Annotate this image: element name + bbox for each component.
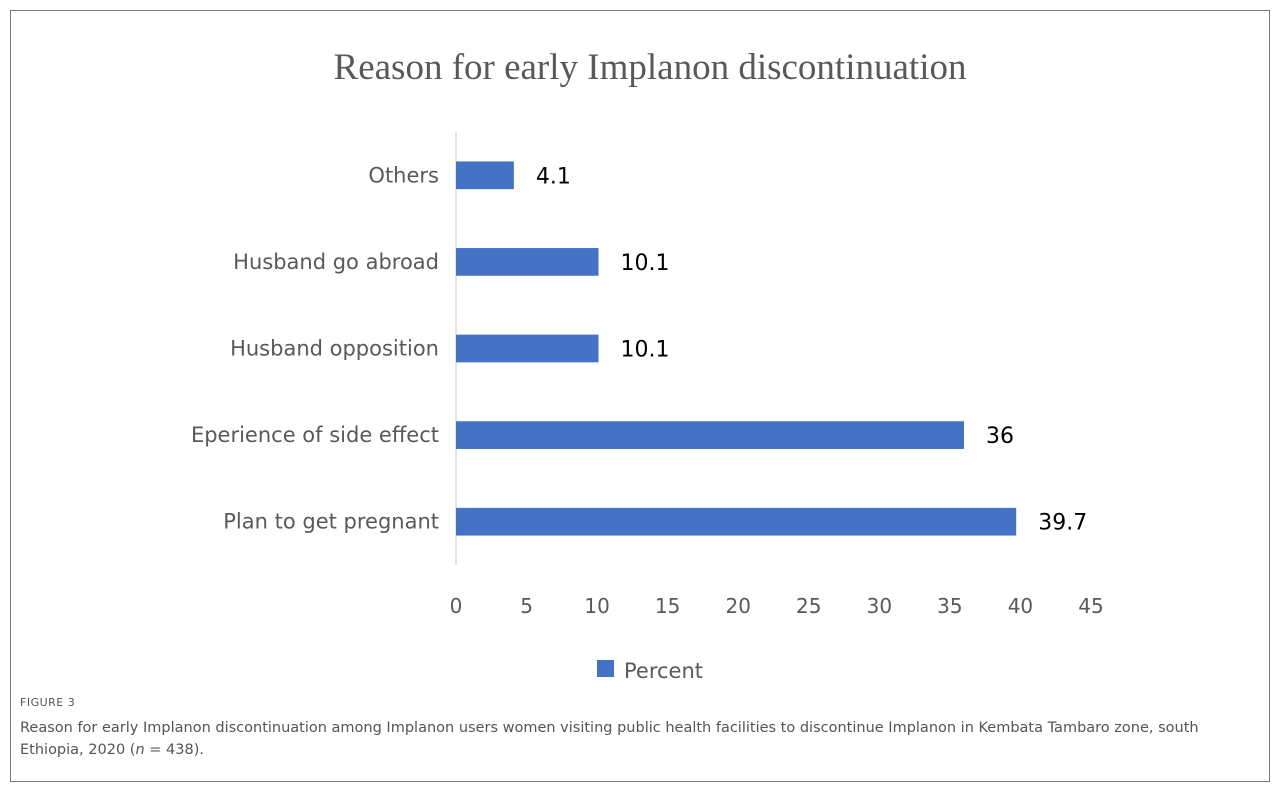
legend-label-percent: Percent <box>624 659 703 683</box>
bar-eperience-of-side-effect <box>456 421 964 449</box>
caption-main: Reason for early Implanon discontinuatio… <box>20 720 1199 758</box>
x-tick-40: 40 <box>1008 594 1033 618</box>
data-label-husband-opposition: 10.1 <box>621 338 670 363</box>
category-labels: Others Husband go abroad Husband oppositio… <box>191 163 439 533</box>
bars-layer <box>456 161 1017 536</box>
figure-frame <box>10 10 1270 782</box>
figure-label: FIGURE 3 <box>20 696 76 709</box>
x-tick-45: 45 <box>1078 594 1103 618</box>
x-axis-ticks: 0 5 10 15 20 25 30 35 40 45 <box>450 594 1104 618</box>
x-tick-35: 35 <box>937 594 962 618</box>
data-label-others: 4.1 <box>536 164 571 189</box>
x-tick-20: 20 <box>725 594 750 618</box>
bar-chart: Reason for early Implanon discontinuatio… <box>191 47 1104 683</box>
category-label-eperience-of-side-effect: Eperience of side effect <box>191 423 439 447</box>
bar-husband-opposition <box>456 334 599 363</box>
x-tick-15: 15 <box>655 594 680 618</box>
caption-end: = 438). <box>144 742 204 758</box>
figure-caption: FIGURE 3 Reason for early Implanon disco… <box>20 696 1240 761</box>
category-label-husband-opposition: Husband opposition <box>230 337 439 361</box>
data-label-plan-to-get-pregnant: 39.7 <box>1038 511 1087 536</box>
data-label-husband-go-abroad: 10.1 <box>621 251 670 276</box>
category-label-others: Others <box>368 163 439 187</box>
bar-husband-go-abroad <box>456 248 599 276</box>
legend-swatch <box>597 660 614 677</box>
caption-n: n <box>135 742 145 758</box>
x-tick-10: 10 <box>584 594 609 618</box>
data-label-eperience-of-side-effect: 36 <box>986 424 1014 449</box>
category-label-husband-go-abroad: Husband go abroad <box>233 250 439 274</box>
data-labels: 4.1 10.1 10.1 36 39.7 <box>536 164 1087 535</box>
legend: Percent <box>597 659 703 683</box>
caption-text: Reason for early Implanon discontinuatio… <box>20 717 1240 761</box>
category-label-plan-to-get-pregnant: Plan to get pregnant <box>223 510 439 534</box>
x-tick-5: 5 <box>520 594 533 618</box>
x-tick-25: 25 <box>796 594 821 618</box>
bar-plan-to-get-pregnant <box>456 507 1017 536</box>
bar-others <box>456 161 514 190</box>
chart-title: Reason for early Implanon discontinuatio… <box>334 47 967 88</box>
x-tick-30: 30 <box>867 594 892 618</box>
x-tick-0: 0 <box>450 594 463 618</box>
